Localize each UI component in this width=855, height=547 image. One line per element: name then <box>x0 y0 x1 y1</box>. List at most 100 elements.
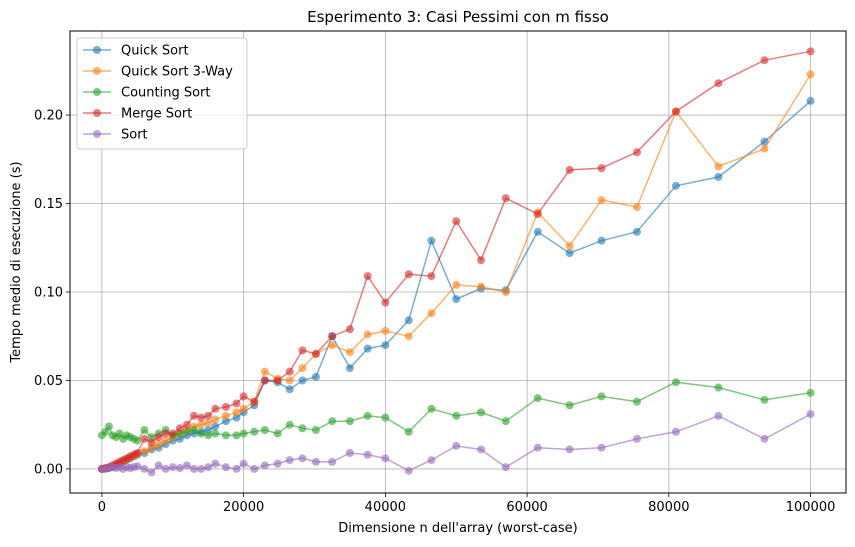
data-point <box>190 426 199 435</box>
data-point <box>211 422 220 431</box>
data-point <box>381 413 390 422</box>
data-point <box>671 107 680 116</box>
data-point <box>452 217 461 226</box>
y-tick-label: 0.20 <box>34 109 63 124</box>
data-point <box>404 332 413 341</box>
data-point <box>452 441 461 450</box>
data-point <box>404 270 413 279</box>
data-point <box>250 427 259 436</box>
legend-marker <box>93 88 101 96</box>
data-point <box>477 282 486 291</box>
data-point <box>311 349 320 358</box>
data-point <box>452 295 461 304</box>
legend-label: Quick Sort 3-Way <box>121 65 233 80</box>
data-point <box>204 431 213 440</box>
data-point <box>714 162 723 171</box>
data-point <box>239 429 248 438</box>
data-point <box>311 457 320 466</box>
data-point <box>260 461 269 470</box>
data-point <box>133 449 142 458</box>
data-point <box>477 256 486 265</box>
series-counting-sort <box>97 378 815 445</box>
data-point <box>197 464 206 473</box>
data-point <box>260 426 269 435</box>
data-point <box>285 376 294 385</box>
legend-item: Quick Sort <box>83 44 189 59</box>
series-sort <box>97 410 815 477</box>
data-point <box>597 392 606 401</box>
data-point <box>597 164 606 173</box>
legend-marker <box>93 46 101 54</box>
data-point <box>147 468 156 477</box>
data-point <box>239 404 248 413</box>
data-point <box>140 464 149 473</box>
series-merge-sort <box>97 47 815 473</box>
data-point <box>154 433 163 442</box>
legend-marker <box>93 109 101 117</box>
data-point <box>427 456 436 465</box>
grid <box>70 31 846 493</box>
y-axis-label: Tempo medio di esecuzione (s) <box>9 161 24 363</box>
data-point <box>328 457 337 466</box>
data-point <box>232 464 241 473</box>
data-point <box>452 411 461 420</box>
data-point <box>168 429 177 438</box>
data-point <box>197 420 206 429</box>
data-point <box>161 464 170 473</box>
data-point <box>273 429 282 438</box>
data-point <box>260 376 269 385</box>
data-point <box>363 330 372 339</box>
data-point <box>204 418 213 427</box>
data-point <box>760 144 769 153</box>
data-point <box>533 443 542 452</box>
data-point <box>565 249 574 258</box>
data-point <box>285 367 294 376</box>
legend-label: Quick Sort <box>121 44 189 59</box>
data-point <box>427 404 436 413</box>
legend: Quick Sort Quick Sort 3-Way Counting Sort M… <box>76 37 248 150</box>
data-point <box>161 429 170 438</box>
data-point <box>533 394 542 403</box>
data-point <box>232 408 241 417</box>
y-tick-label: 0.05 <box>34 374 63 389</box>
legend-label: Counting Sort <box>121 86 211 101</box>
data-point <box>345 449 354 458</box>
data-point <box>714 172 723 181</box>
data-point <box>273 376 282 385</box>
data-point <box>565 165 574 174</box>
legend-box <box>76 37 248 150</box>
data-point <box>221 463 230 472</box>
data-point <box>806 70 815 79</box>
data-point <box>285 420 294 429</box>
data-point <box>211 429 220 438</box>
data-point <box>671 181 680 190</box>
data-point <box>501 194 510 203</box>
data-point <box>597 443 606 452</box>
data-point <box>140 434 149 443</box>
x-tick-label: 80000 <box>648 500 689 515</box>
ticks: 0 20000 40000 60000 80000 100000 0.00 0.05 0.10 0… <box>34 109 835 515</box>
data-point <box>345 364 354 373</box>
data-point <box>404 427 413 436</box>
legend-marker <box>93 130 101 138</box>
data-point <box>533 210 542 219</box>
data-point <box>298 364 307 373</box>
data-point <box>381 341 390 350</box>
chart-title: Esperimento 3: Casi Pessimi con m fisso <box>307 8 609 26</box>
data-point <box>232 399 241 408</box>
data-point <box>381 326 390 335</box>
data-point <box>311 372 320 381</box>
data-point <box>328 332 337 341</box>
data-point <box>328 417 337 426</box>
data-point <box>133 436 142 445</box>
data-point <box>714 411 723 420</box>
plot-frame <box>69 30 847 494</box>
data-point <box>565 241 574 250</box>
data-point <box>632 227 641 236</box>
data-point <box>154 440 163 449</box>
data-point <box>197 429 206 438</box>
data-point <box>427 236 436 245</box>
legend-marker <box>93 67 101 75</box>
data-point <box>221 431 230 440</box>
data-point <box>632 148 641 157</box>
